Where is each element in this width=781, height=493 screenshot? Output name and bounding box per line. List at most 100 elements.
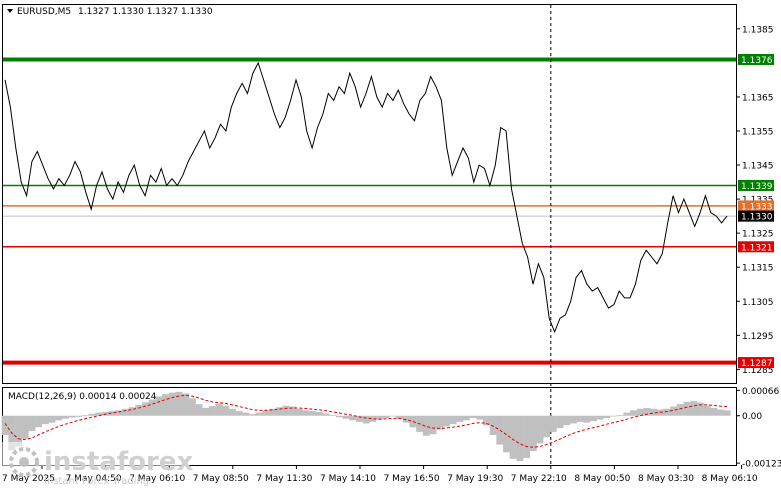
macd-bar — [596, 415, 604, 420]
macd-bar — [135, 404, 143, 416]
level-label: 1.1321 — [741, 243, 773, 253]
x-tick-label: 7 May 19:30 — [447, 474, 503, 484]
x-tick-label: 8 May 03:30 — [638, 474, 694, 484]
macd-bar — [28, 415, 36, 432]
macd-bar — [690, 401, 698, 416]
macd-bar — [362, 415, 370, 424]
macd-bar — [603, 415, 611, 419]
macd-bar — [483, 415, 490, 426]
macd-bar — [436, 415, 444, 430]
x-tick-label: 7 May 04:50 — [66, 474, 122, 484]
macd-bar — [202, 408, 210, 416]
macd-bar — [208, 406, 216, 416]
macd-bar — [168, 392, 176, 416]
macd-bar — [630, 410, 638, 416]
level-label: 1.1376 — [741, 56, 773, 66]
level-tag — [738, 357, 774, 369]
macd-bar — [576, 415, 584, 422]
macd-bar — [663, 408, 671, 416]
macd-bar — [376, 415, 383, 420]
y-tick-label: 1.1345 — [742, 162, 774, 172]
macd-bar — [175, 391, 183, 416]
macd-bar — [509, 415, 517, 459]
macd-bar — [449, 415, 457, 425]
x-tick-label: 7 May 06:10 — [129, 474, 185, 484]
macd-bar — [282, 405, 290, 416]
x-tick-label: 7 May 08:50 — [193, 474, 249, 484]
macd-bar — [396, 415, 404, 419]
y-tick-label: 1.1325 — [742, 230, 774, 240]
macd-bar — [703, 405, 711, 416]
macd-y-tick-label: -0.00123 — [742, 460, 781, 470]
macd-label: MACD(12,26,9) 0.00014 0.00024 — [8, 392, 157, 402]
macd-bar — [382, 415, 390, 419]
y-tick-label: 1.1285 — [742, 366, 774, 376]
macd-bar — [583, 415, 591, 423]
macd-bar — [569, 415, 577, 424]
macd-bar — [516, 415, 524, 462]
macd-bar — [556, 415, 564, 429]
macd-bar — [255, 412, 263, 416]
level-label: 1.1339 — [741, 182, 773, 192]
macd-bar — [242, 412, 250, 416]
macd-bar — [188, 398, 196, 416]
x-tick-label: 7 May 16:50 — [384, 474, 440, 484]
macd-bar — [476, 415, 484, 420]
macd-bar — [88, 413, 96, 416]
macd-bar — [35, 415, 43, 428]
macd-bar — [643, 408, 651, 416]
macd-bar — [295, 408, 303, 416]
x-tick-label: 8 May 00:50 — [574, 474, 630, 484]
macd-bar — [543, 415, 551, 438]
macd-bar — [503, 415, 511, 453]
macd-bar — [549, 415, 557, 432]
macd-bar — [489, 415, 497, 435]
y-tick-label: 1.1295 — [742, 332, 774, 342]
macd-bar — [61, 415, 69, 419]
level-tag — [738, 241, 774, 253]
x-tick-label: 7 May 14:10 — [320, 474, 376, 484]
macd-bar — [122, 408, 129, 416]
level-label: 1.1287 — [741, 359, 773, 369]
macd-bar — [15, 415, 22, 447]
price-line — [4, 61, 728, 334]
x-tick-label: 7 May 2025 — [2, 474, 55, 484]
macd-bar — [342, 415, 350, 419]
level-tag — [738, 53, 774, 65]
macd-bar — [21, 415, 29, 439]
macd-bar — [610, 415, 617, 417]
macd-bar — [128, 407, 136, 416]
macd-bar — [41, 415, 49, 425]
ohlc-values: 1.1327 1.1330 1.1327 1.1330 — [78, 7, 213, 17]
macd-bar — [269, 408, 277, 416]
macd-bar — [349, 415, 357, 421]
macd-bar — [315, 411, 323, 416]
brand-name: instaforex — [44, 447, 194, 477]
macd-y-tick-label: 0.00066 — [742, 387, 779, 397]
macd-bar — [723, 410, 731, 416]
level-label: 1.1330 — [741, 213, 773, 223]
macd-bar — [228, 408, 236, 416]
y-tick-label: 1.1365 — [742, 93, 774, 103]
macd-bar — [355, 415, 363, 422]
macd-bar — [289, 406, 297, 416]
macd-bar — [309, 411, 317, 416]
macd-bar — [115, 410, 123, 416]
macd-bar — [589, 415, 597, 422]
level-tag — [738, 210, 774, 222]
price-panel — [2, 4, 737, 384]
macd-bar — [302, 410, 310, 416]
macd-bar — [636, 408, 644, 416]
macd-bar — [716, 409, 724, 416]
y-tick-label: 1.1355 — [742, 128, 774, 138]
macd-bar — [369, 415, 377, 422]
x-tick-label: 7 May 22:10 — [511, 474, 567, 484]
macd-bar — [262, 410, 270, 416]
macd-bar — [523, 415, 531, 459]
macd-bar — [696, 402, 704, 416]
macd-bar — [108, 411, 116, 416]
dropdown-triangle-icon[interactable] — [7, 9, 13, 13]
macd-bar — [1, 415, 9, 435]
macd-bar — [215, 403, 223, 416]
